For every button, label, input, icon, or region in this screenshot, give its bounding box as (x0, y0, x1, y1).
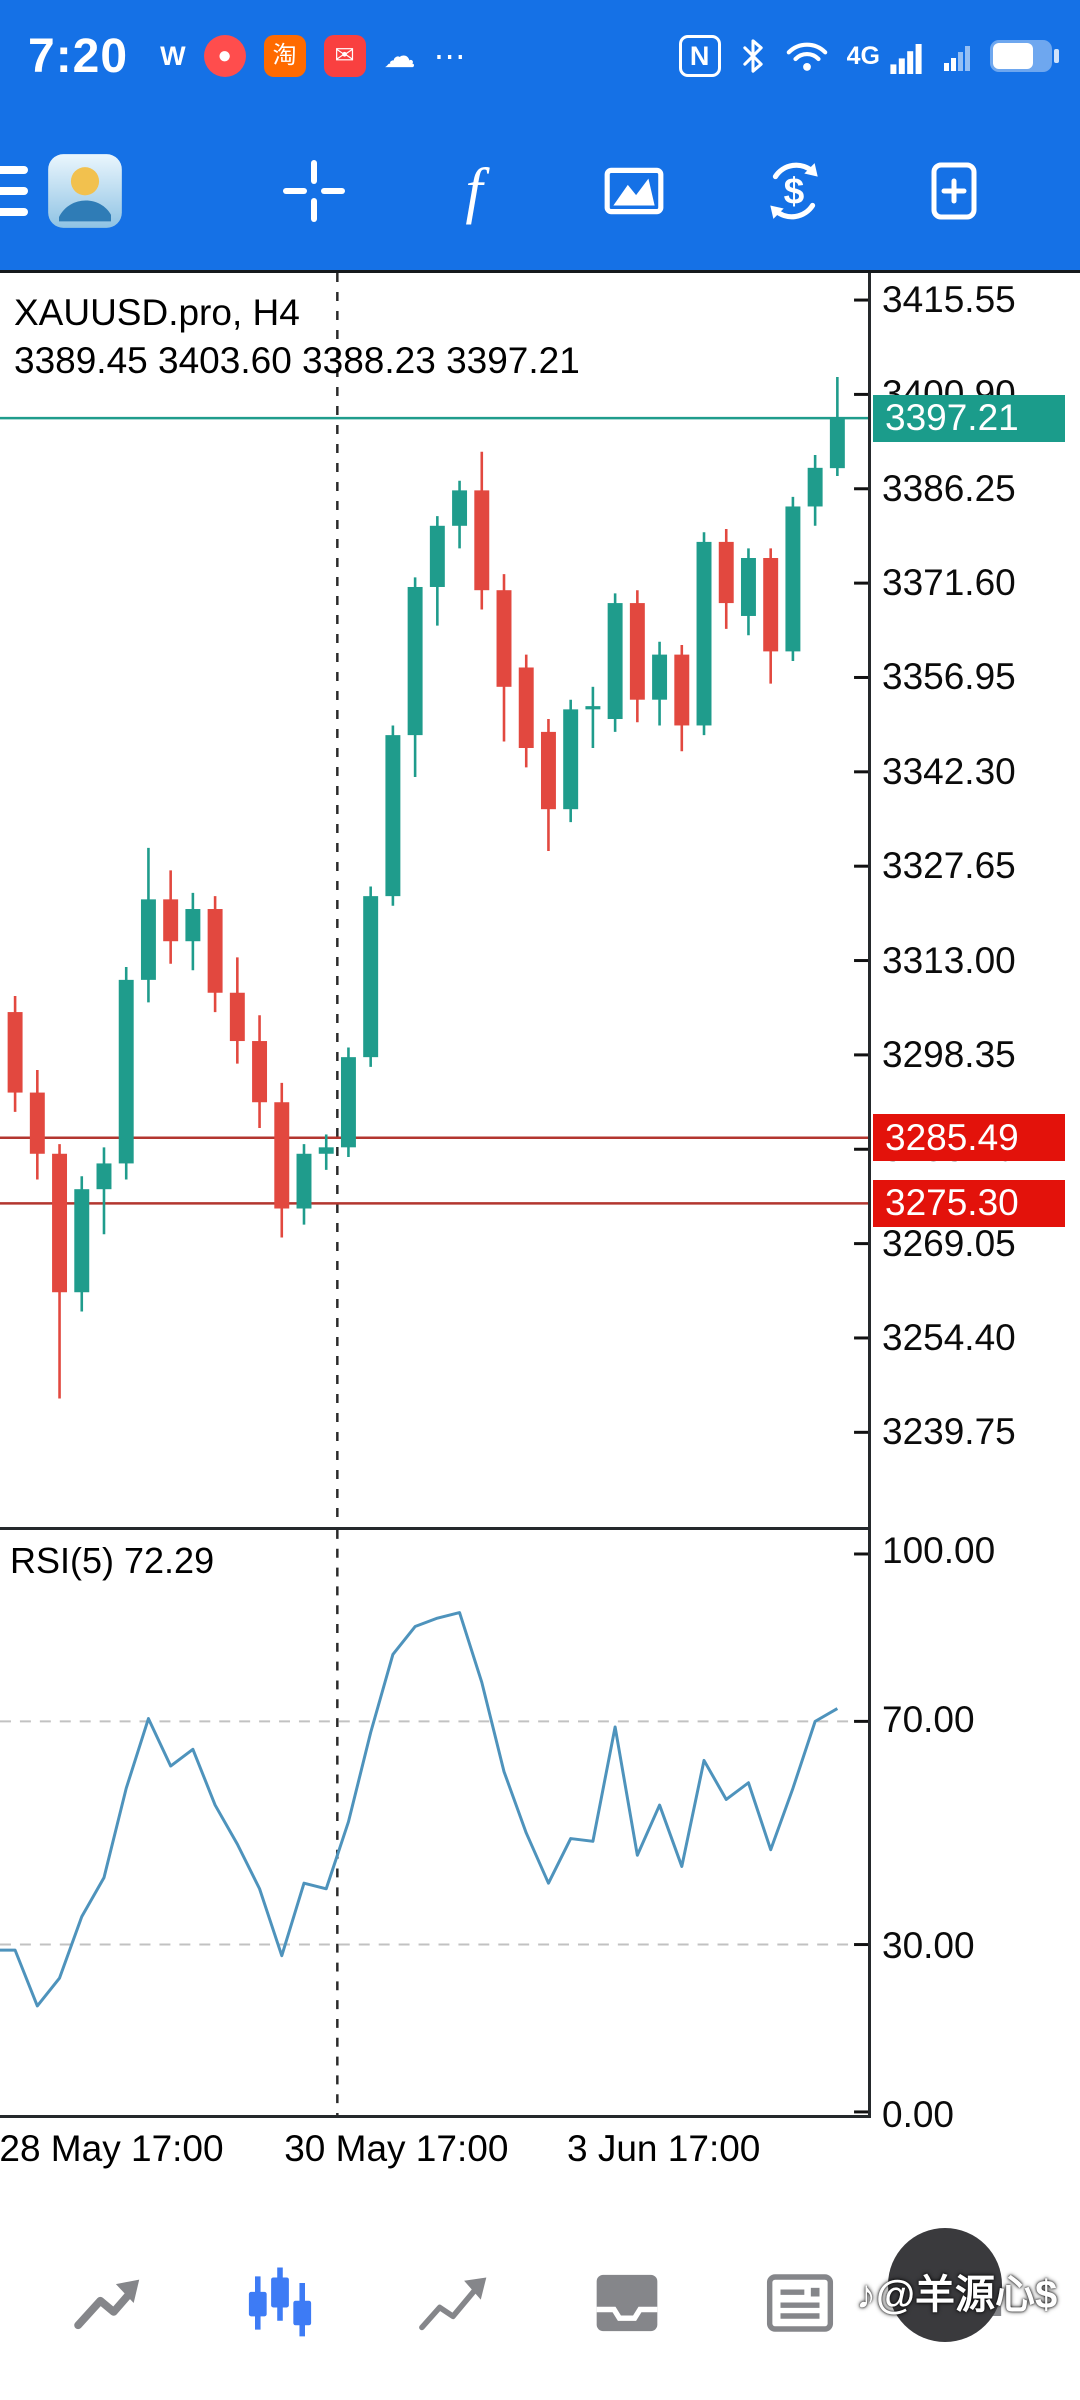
axis-label: 3327.65 (882, 845, 1016, 887)
watermark-avatar (888, 2228, 1002, 2342)
inbox-icon (596, 2274, 657, 2331)
nav-trade[interactable] (412, 2262, 494, 2344)
axis-label: 30.00 (882, 1924, 975, 1966)
new-order-icon (931, 162, 977, 220)
music-note-icon: ♪ (856, 2273, 876, 2317)
time-axis-label: 30 May 17:00 (284, 2128, 509, 2169)
objects-icon (604, 167, 664, 215)
rsi-chart[interactable] (0, 1530, 868, 2115)
crosshair-icon (283, 160, 345, 222)
axis-label: 3254.40 (882, 1316, 1016, 1358)
crosshair-button[interactable] (278, 155, 350, 227)
chart-header: XAUUSD.pro, H4 3389.45 3403.60 3388.23 3… (14, 289, 580, 385)
nav-quotes[interactable] (66, 2262, 148, 2344)
axis-label: 3356.95 (882, 656, 1016, 698)
axis-label: 3371.60 (882, 562, 1016, 604)
nfc-icon: N (678, 35, 721, 77)
chart-toolbar: f $ (0, 112, 1080, 273)
watermark-handle: @羊源心$ (876, 2273, 1058, 2317)
dollar-glyph: $ (784, 169, 805, 211)
word-app-icon: W (160, 40, 186, 71)
wifi-icon (786, 42, 827, 71)
candlestick-nav-icon (249, 2266, 312, 2336)
bottom-navigation (0, 2205, 1080, 2400)
rsi-indicator-panel[interactable]: RSI(5) 72.29 (0, 1527, 871, 2118)
function-f-icon: f (465, 157, 483, 225)
order-level-badge: 3285.49 (873, 1114, 1065, 1162)
trade-dollar-button[interactable]: $ (758, 155, 830, 227)
weather-icon: ☁ (383, 38, 416, 74)
nav-history[interactable] (586, 2262, 668, 2344)
nav-news[interactable] (759, 2262, 841, 2344)
axis-label: 3415.55 (882, 279, 1016, 321)
status-left: 7:20 W ● 淘 ✉ ☁ ⋯ (28, 29, 466, 84)
axis-label: 0.00 (882, 2093, 955, 2135)
objects-button[interactable] (598, 155, 670, 227)
indicators-button[interactable]: f (438, 155, 510, 227)
candlestick-chart[interactable] (0, 273, 868, 1527)
status-bar: 7:20 W ● 淘 ✉ ☁ ⋯ N 4G (0, 0, 1080, 112)
trade-dollar-icon: $ (770, 162, 818, 220)
symbol-timeframe-label: XAUUSD.pro, H4 (14, 292, 300, 333)
status-right: N 4G (678, 35, 1059, 77)
axis-label: 3386.25 (882, 467, 1016, 509)
axis-label: 100.00 (882, 1530, 996, 1572)
axis-label: 70.00 (882, 1699, 975, 1741)
current-price-badge: 3397.21 (873, 394, 1065, 442)
time-axis-label: 28 May 17:00 (0, 2128, 224, 2169)
new-order-button[interactable] (918, 155, 990, 227)
axis-label: 3313.00 (882, 939, 1016, 981)
rsi-label: RSI(5) 72.29 (10, 1540, 215, 1581)
watermark: ♪@羊源心$ (856, 2262, 1057, 2320)
signal-bars-2-icon (944, 46, 970, 71)
order-level-badge: 3275.30 (873, 1179, 1065, 1227)
menu-button[interactable] (0, 162, 30, 220)
time-axis-label: 3 Jun 17:00 (566, 2128, 761, 2169)
axis-label: 3342.30 (882, 750, 1016, 792)
bluetooth-icon (742, 39, 763, 73)
taobao-app-icon: 淘 (263, 35, 306, 77)
axis-label: 3239.75 (882, 1411, 1016, 1453)
mail-app-icon: ✉ (323, 35, 366, 77)
nav-charts-active[interactable] (239, 2262, 321, 2344)
network-type-label: 4G (846, 41, 880, 70)
trade-line-icon (419, 2276, 487, 2330)
axis-label: 3269.05 (882, 1222, 1016, 1264)
battery-icon (990, 40, 1059, 72)
metatrader-logo[interactable] (46, 152, 124, 230)
price-chart-panel[interactable]: XAUUSD.pro, H4 3389.45 3403.60 3388.23 3… (0, 273, 871, 1527)
quotes-trend-icon (74, 2279, 140, 2329)
newspaper-icon (766, 2273, 833, 2332)
signal-bars-icon (890, 44, 922, 74)
ohlc-values: 3389.45 3403.60 3388.23 3397.21 (14, 340, 580, 382)
clock: 7:20 (28, 29, 129, 83)
news-app-icon: ● (203, 35, 246, 77)
more-notifications-icon: ⋯ (433, 38, 466, 74)
axis-label: 3298.35 (882, 1033, 1016, 1075)
toolbar-actions: f $ (234, 155, 1034, 227)
